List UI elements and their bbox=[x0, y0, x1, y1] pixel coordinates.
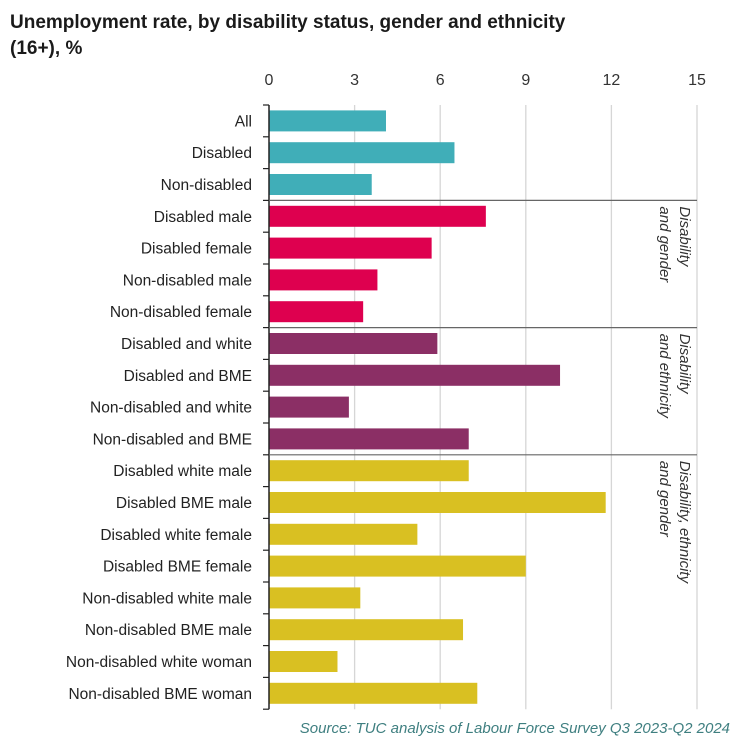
bar bbox=[269, 301, 364, 323]
y-category-label: Non-disabled and BME bbox=[93, 431, 252, 448]
bar bbox=[269, 237, 432, 259]
y-category-label: Disabled BME female bbox=[103, 559, 252, 576]
bar bbox=[269, 333, 438, 354]
bar bbox=[269, 651, 338, 672]
y-category-label: Non-disabled bbox=[161, 177, 252, 194]
y-category-label: Disabled BME male bbox=[116, 495, 252, 512]
x-tick-label: 9 bbox=[521, 72, 530, 89]
bar bbox=[269, 142, 455, 164]
x-tick-label: 15 bbox=[688, 72, 706, 89]
x-tick-label: 6 bbox=[436, 72, 445, 89]
bar bbox=[269, 396, 349, 418]
group-label: and gender bbox=[656, 206, 673, 283]
y-category-label: Disabled female bbox=[141, 241, 252, 258]
group-label: Disability bbox=[676, 334, 693, 396]
bar bbox=[269, 587, 361, 609]
group-label: and ethnicity bbox=[656, 334, 673, 420]
y-category-label: Non-disabled white woman bbox=[66, 654, 252, 671]
y-category-label: Non-disabled female bbox=[110, 304, 252, 321]
bar bbox=[269, 460, 469, 482]
source-note: Source: TUC analysis of Labour Force Sur… bbox=[299, 720, 730, 737]
bar bbox=[269, 205, 486, 227]
y-category-label: Disabled bbox=[192, 145, 252, 162]
x-tick-label: 12 bbox=[603, 72, 621, 89]
group-label: and gender bbox=[656, 461, 673, 538]
bar bbox=[269, 428, 469, 450]
x-tick-label: 3 bbox=[350, 72, 359, 89]
bar bbox=[269, 523, 418, 545]
y-category-label: Disabled white female bbox=[100, 527, 252, 544]
bar bbox=[269, 174, 372, 195]
y-category-label: All bbox=[235, 113, 252, 130]
bar bbox=[269, 269, 378, 291]
y-category-label: Non-disabled and white bbox=[90, 400, 252, 417]
bar bbox=[269, 682, 478, 704]
y-category-label: Non-disabled white male bbox=[82, 590, 252, 607]
bar bbox=[269, 555, 526, 577]
y-category-label: Non-disabled male bbox=[123, 272, 252, 289]
y-category-label: Disabled male bbox=[154, 209, 252, 226]
group-label: Disability bbox=[676, 206, 693, 268]
y-category-label: Disabled white male bbox=[113, 463, 252, 480]
x-tick-label: 0 bbox=[265, 72, 274, 89]
bar bbox=[269, 110, 386, 132]
bar bbox=[269, 492, 606, 513]
chart-title: Unemployment rate, by disability status,… bbox=[10, 12, 566, 59]
y-category-label: Non-disabled BME male bbox=[85, 622, 252, 639]
y-category-label: Disabled and white bbox=[121, 336, 252, 353]
bar bbox=[269, 364, 561, 386]
y-category-label: Disabled and BME bbox=[124, 368, 252, 385]
y-category-label: Non-disabled BME woman bbox=[68, 686, 252, 703]
bar bbox=[269, 619, 464, 641]
group-label: Disability, ethnicity bbox=[676, 461, 693, 585]
